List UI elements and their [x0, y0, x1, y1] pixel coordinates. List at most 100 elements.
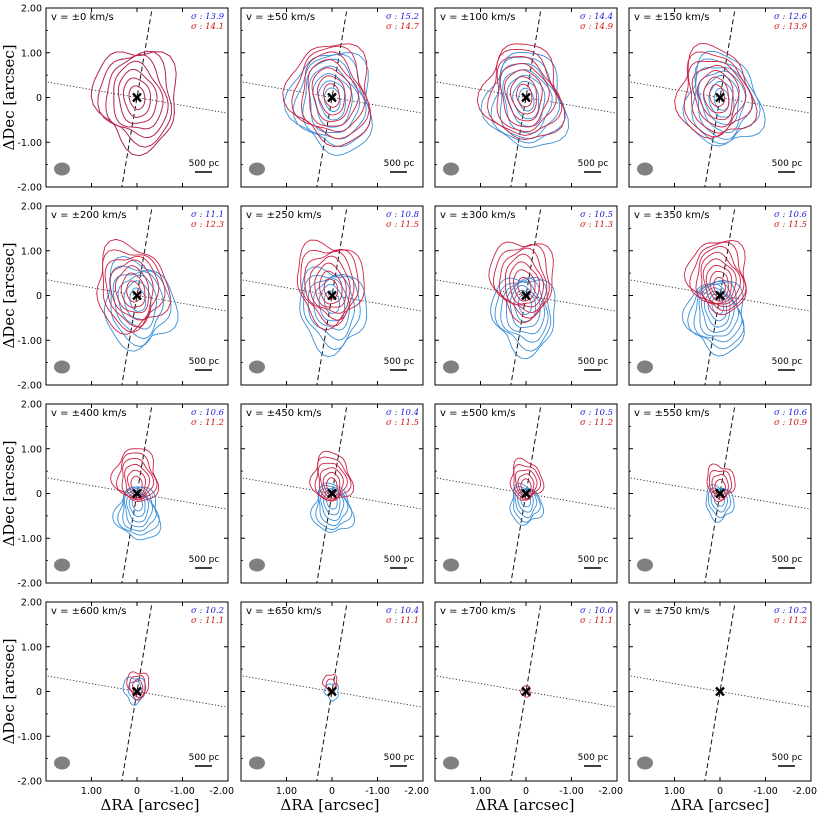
redshifted-contour: [117, 68, 158, 124]
nucleus-marker: [327, 92, 337, 103]
blueshifted-contour: [702, 74, 740, 126]
y-tick-label: 1.00: [21, 642, 42, 653]
redshifted-contour: [300, 51, 366, 133]
blueshifted-contour: [313, 278, 351, 331]
redshifted-contour: [304, 250, 355, 321]
y-tick-label: 0: [36, 687, 42, 698]
velocity-label: v = ±500 km/s: [440, 408, 515, 419]
blueshifted-contour: [127, 681, 142, 701]
velocity-label: v = ±700 km/s: [440, 606, 515, 617]
sigma-blue-label: σ : 12.6: [774, 12, 808, 22]
blueshifted-contour: [506, 74, 546, 127]
y-tick-label: 0: [36, 93, 42, 104]
nucleus-marker: [132, 686, 142, 697]
panel-plot-area: 500 pc v = ±500 km/s σ : 10.5σ : 11.2: [435, 404, 617, 583]
blueshifted-contour: [123, 280, 152, 320]
redshifted-contour: [487, 48, 563, 136]
sigma-red-label: σ : 12.3: [191, 220, 224, 230]
panel-plot-area: 500 pc v = ±750 km/s σ : 10.2σ : 11.2: [629, 602, 811, 781]
panel-plot-area: 500 pc v = ±50 km/s σ : 15.2σ : 14.7: [241, 8, 423, 187]
redshifted-contour: [323, 83, 340, 108]
x-tick-label: 1.00: [470, 786, 491, 797]
redshifted-contour: [317, 462, 348, 501]
channel-panel: 500 pc v = ±400 km/s σ : 10.6σ : 11.2 2.00 1…: [0, 400, 229, 590]
y-tick-label: 2.00: [21, 202, 42, 213]
redshifted-contour: [509, 261, 540, 305]
blueshifted-contour: [512, 80, 540, 120]
sigma-blue-label: σ : 10.6: [191, 408, 225, 418]
y-tick-label: 2.00: [21, 598, 42, 609]
channel-panel: 500 pc v = ±500 km/s σ : 10.5σ : 11.2: [434, 403, 618, 584]
y-tick-label: -1.00: [17, 732, 42, 743]
redshifted-contour: [700, 251, 742, 305]
blueshifted-contour: [494, 277, 552, 352]
redshifted-contour: [496, 56, 557, 133]
scale-bar-label: 500 pc: [578, 555, 609, 565]
velocity-label: v = ±400 km/s: [51, 408, 126, 419]
y-axis-label: ΔDec [arcsec]: [0, 638, 18, 744]
redshifted-contour: [296, 239, 365, 331]
x-tick-label: -1.00: [559, 786, 584, 797]
y-tick-label: 2.00: [21, 4, 42, 15]
blueshifted-contour: [518, 87, 535, 112]
redshifted-contour: [687, 60, 747, 134]
sigma-red-label: σ : 11.5: [386, 418, 419, 428]
channel-panel: 500 pc v = ±700 km/s σ : 10.0σ : 11.1 1.00 0…: [434, 601, 623, 797]
redshifted-contour: [319, 270, 343, 305]
redshifted-contour: [110, 448, 160, 503]
beam-ellipse: [249, 756, 265, 770]
nucleus-marker: [327, 290, 337, 301]
blueshifted-contour: [323, 87, 341, 113]
x-tick-label: 0: [329, 786, 335, 797]
panel-plot-area: 500 pc v = ±350 km/s σ : 10.6σ : 11.5: [629, 206, 811, 385]
scale-bar-label: 500 pc: [772, 159, 803, 169]
x-axis-label: ΔRA [arcsec]: [476, 796, 575, 814]
redshifted-contour: [127, 469, 147, 496]
nucleus-marker: [132, 92, 142, 103]
y-tick-label: -1.00: [17, 534, 42, 545]
nucleus-marker: [327, 488, 337, 499]
blueshifted-contour: [323, 290, 340, 314]
x-axis-label: ΔRA [arcsec]: [101, 796, 200, 814]
scale-bar-label: 500 pc: [189, 753, 220, 763]
nucleus-marker: [715, 686, 725, 697]
channel-panel: 500 pc v = ±0 km/s σ : 13.9σ : 14.1 2.00 1.0…: [0, 4, 229, 194]
channel-panel: 500 pc v = ±450 km/s σ : 10.4σ : 11.5: [240, 403, 424, 584]
redshifted-contour: [120, 272, 146, 308]
velocity-label: v = ±350 km/s: [634, 210, 709, 221]
y-tick-label: 0: [36, 291, 42, 302]
beam-ellipse: [443, 756, 459, 770]
sigma-red-label: σ : 11.2: [774, 616, 807, 626]
beam-ellipse: [443, 558, 459, 572]
redshifted-contour: [311, 67, 352, 122]
nucleus-marker: [715, 488, 725, 499]
velocity-label: v = ±0 km/s: [51, 12, 114, 23]
blueshifted-contour: [700, 287, 735, 333]
y-tick-label: 1.00: [21, 246, 42, 257]
blueshifted-contour: [318, 283, 346, 322]
panel-plot-area: 500 pc v = ±600 km/s σ : 10.2σ : 11.1: [46, 602, 228, 781]
velocity-label: v = ±250 km/s: [246, 210, 321, 221]
sigma-blue-label: σ : 15.2: [386, 12, 419, 22]
x-tick-label: 0: [717, 786, 723, 797]
beam-ellipse: [54, 162, 70, 176]
y-tick-label: -2.00: [17, 579, 42, 590]
velocity-label: v = ±100 km/s: [440, 12, 515, 23]
blueshifted-contour: [517, 294, 532, 315]
scale-bar-label: 500 pc: [772, 753, 803, 763]
redshifted-contour: [516, 83, 533, 108]
panel-plot-area: 500 pc v = ±100 km/s σ : 14.4σ : 14.9: [435, 8, 617, 187]
velocity-label: v = ±200 km/s: [51, 210, 126, 221]
redshifted-contour: [504, 69, 543, 122]
redshifted-contour: [291, 45, 370, 140]
panel-plot-area: 500 pc v = ±400 km/s σ : 10.6σ : 11.2: [46, 404, 228, 583]
beam-ellipse: [443, 360, 459, 374]
x-axis-label: ΔRA [arcsec]: [281, 796, 380, 814]
blueshifted-contour: [318, 488, 349, 527]
redshifted-contour: [314, 456, 352, 502]
channel-panel: 500 pc v = ±250 km/s σ : 10.8σ : 11.5: [240, 205, 424, 386]
velocity-label: v = ±600 km/s: [51, 606, 126, 617]
x-tick-label: -2.00: [598, 786, 623, 797]
x-tick-label: 0: [134, 786, 140, 797]
sigma-blue-label: σ : 10.8: [386, 210, 420, 220]
